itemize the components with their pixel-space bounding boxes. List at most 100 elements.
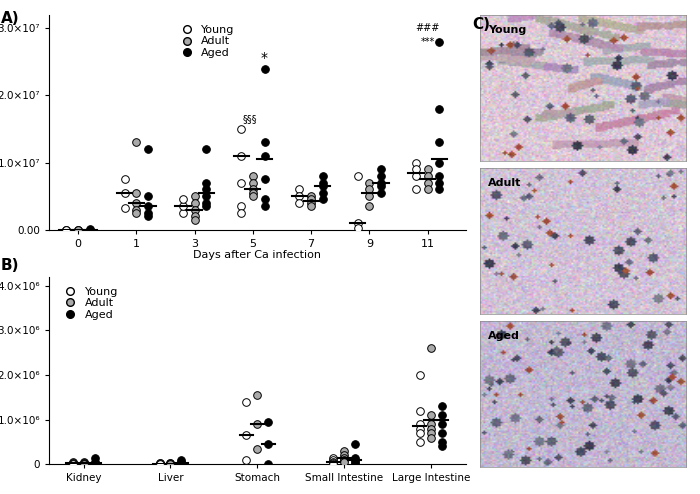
Point	[294, 185, 305, 193]
Point	[177, 209, 188, 217]
Point	[422, 172, 433, 180]
Point	[352, 172, 363, 180]
Point	[259, 175, 270, 183]
Point	[131, 206, 142, 213]
Point	[305, 202, 316, 210]
Point	[67, 459, 78, 467]
Point	[142, 212, 153, 220]
Point	[328, 456, 339, 464]
Point	[414, 371, 426, 379]
Point	[422, 179, 433, 187]
Point	[89, 460, 100, 468]
Legend: Young, Adult, Aged: Young, Adult, Aged	[172, 20, 239, 63]
Point	[67, 458, 78, 466]
Point	[410, 185, 421, 193]
Point	[259, 202, 270, 210]
Point	[131, 138, 142, 146]
Point	[259, 138, 270, 146]
Point	[241, 398, 252, 406]
Point	[142, 192, 153, 200]
Point	[364, 192, 375, 200]
Point	[189, 212, 200, 220]
Point	[349, 453, 360, 461]
Point	[252, 391, 263, 399]
Point	[131, 199, 142, 207]
Point	[364, 179, 375, 187]
Point	[201, 179, 212, 187]
Point	[165, 459, 176, 467]
Point	[154, 460, 165, 468]
Point	[375, 172, 386, 180]
Point	[436, 402, 447, 410]
Text: Adult: Adult	[488, 178, 521, 188]
X-axis label: Days after Ca infection: Days after Ca infection	[193, 250, 321, 260]
Point	[67, 460, 78, 468]
Point	[236, 179, 247, 187]
Point	[349, 440, 360, 448]
Point	[436, 438, 447, 446]
Point	[142, 145, 153, 153]
Point	[236, 209, 247, 217]
Point	[259, 152, 270, 160]
Point	[165, 460, 176, 468]
Point	[328, 458, 339, 466]
Point	[422, 165, 433, 173]
Point	[165, 460, 176, 468]
Point	[89, 460, 100, 468]
Point	[73, 226, 84, 234]
Point	[247, 189, 258, 197]
Point	[434, 172, 445, 180]
Point	[328, 460, 339, 468]
Text: Young: Young	[488, 25, 526, 35]
Legend: Young, Adult, Aged: Young, Adult, Aged	[55, 282, 122, 325]
Point	[142, 202, 153, 210]
Point	[119, 189, 130, 197]
Point	[414, 438, 426, 446]
Point	[338, 456, 349, 464]
Point	[338, 458, 349, 466]
Point	[434, 138, 445, 146]
Point	[177, 202, 188, 210]
Point	[414, 425, 426, 433]
Point	[177, 196, 188, 204]
Point	[176, 458, 187, 466]
Point	[317, 182, 328, 190]
Point	[189, 216, 200, 224]
Point	[434, 159, 445, 166]
Point	[241, 456, 252, 464]
Point	[89, 459, 100, 467]
Point	[61, 226, 72, 234]
Point	[84, 225, 95, 233]
Point	[338, 447, 349, 455]
Point	[317, 196, 328, 204]
Point	[252, 420, 263, 428]
Point	[262, 440, 274, 448]
Text: B): B)	[1, 258, 20, 273]
Point	[73, 226, 84, 234]
Point	[410, 159, 421, 166]
Point	[259, 196, 270, 204]
Point	[154, 460, 165, 468]
Point	[305, 196, 316, 204]
Point	[165, 458, 176, 466]
Point	[201, 145, 212, 153]
Point	[305, 192, 316, 200]
Point	[262, 460, 274, 468]
Point	[338, 452, 349, 459]
Point	[414, 429, 426, 437]
Point	[425, 434, 436, 442]
Point	[375, 182, 386, 190]
Point	[189, 192, 200, 200]
Point	[434, 185, 445, 193]
Point	[349, 460, 360, 468]
Point	[328, 453, 339, 461]
Point	[241, 431, 252, 439]
Point	[236, 202, 247, 210]
Point	[410, 165, 421, 173]
Point	[176, 456, 187, 464]
Point	[349, 458, 360, 466]
Point	[410, 172, 421, 180]
Point	[119, 205, 130, 212]
Point	[422, 185, 433, 193]
Point	[338, 453, 349, 461]
